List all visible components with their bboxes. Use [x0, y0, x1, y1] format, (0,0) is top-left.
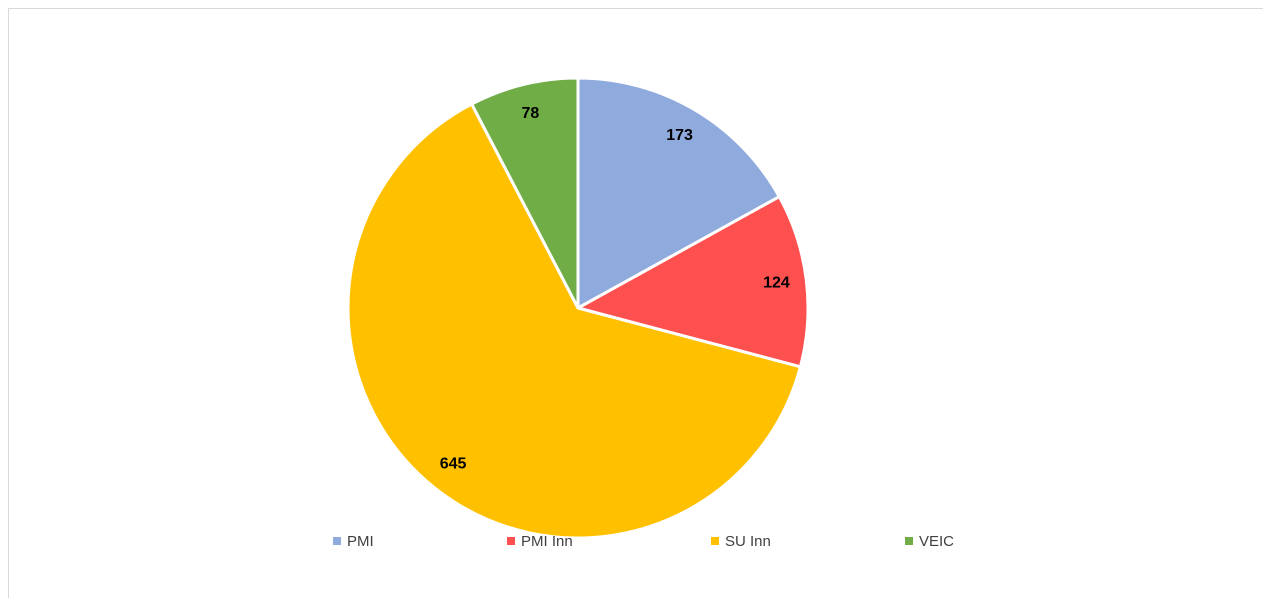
data-label: 124: [763, 275, 790, 292]
pie-slice: [576, 76, 782, 311]
data-label: 78: [522, 105, 540, 122]
legend-label: PMI Inn: [521, 533, 573, 550]
legend-swatch: [711, 537, 719, 545]
pie-slice: [574, 194, 810, 369]
legend-label: PMI: [347, 533, 374, 550]
data-label: 645: [440, 455, 467, 472]
legend-swatch: [507, 537, 515, 545]
chart-frame: [8, 8, 1263, 598]
pie-slice: [469, 76, 580, 309]
legend-label: SU Inn: [725, 533, 771, 550]
pie-slice: [346, 102, 803, 540]
data-label: 173: [666, 127, 693, 144]
legend-swatch: [333, 537, 341, 545]
legend-label: VEIC: [919, 533, 954, 550]
legend-swatch: [905, 537, 913, 545]
